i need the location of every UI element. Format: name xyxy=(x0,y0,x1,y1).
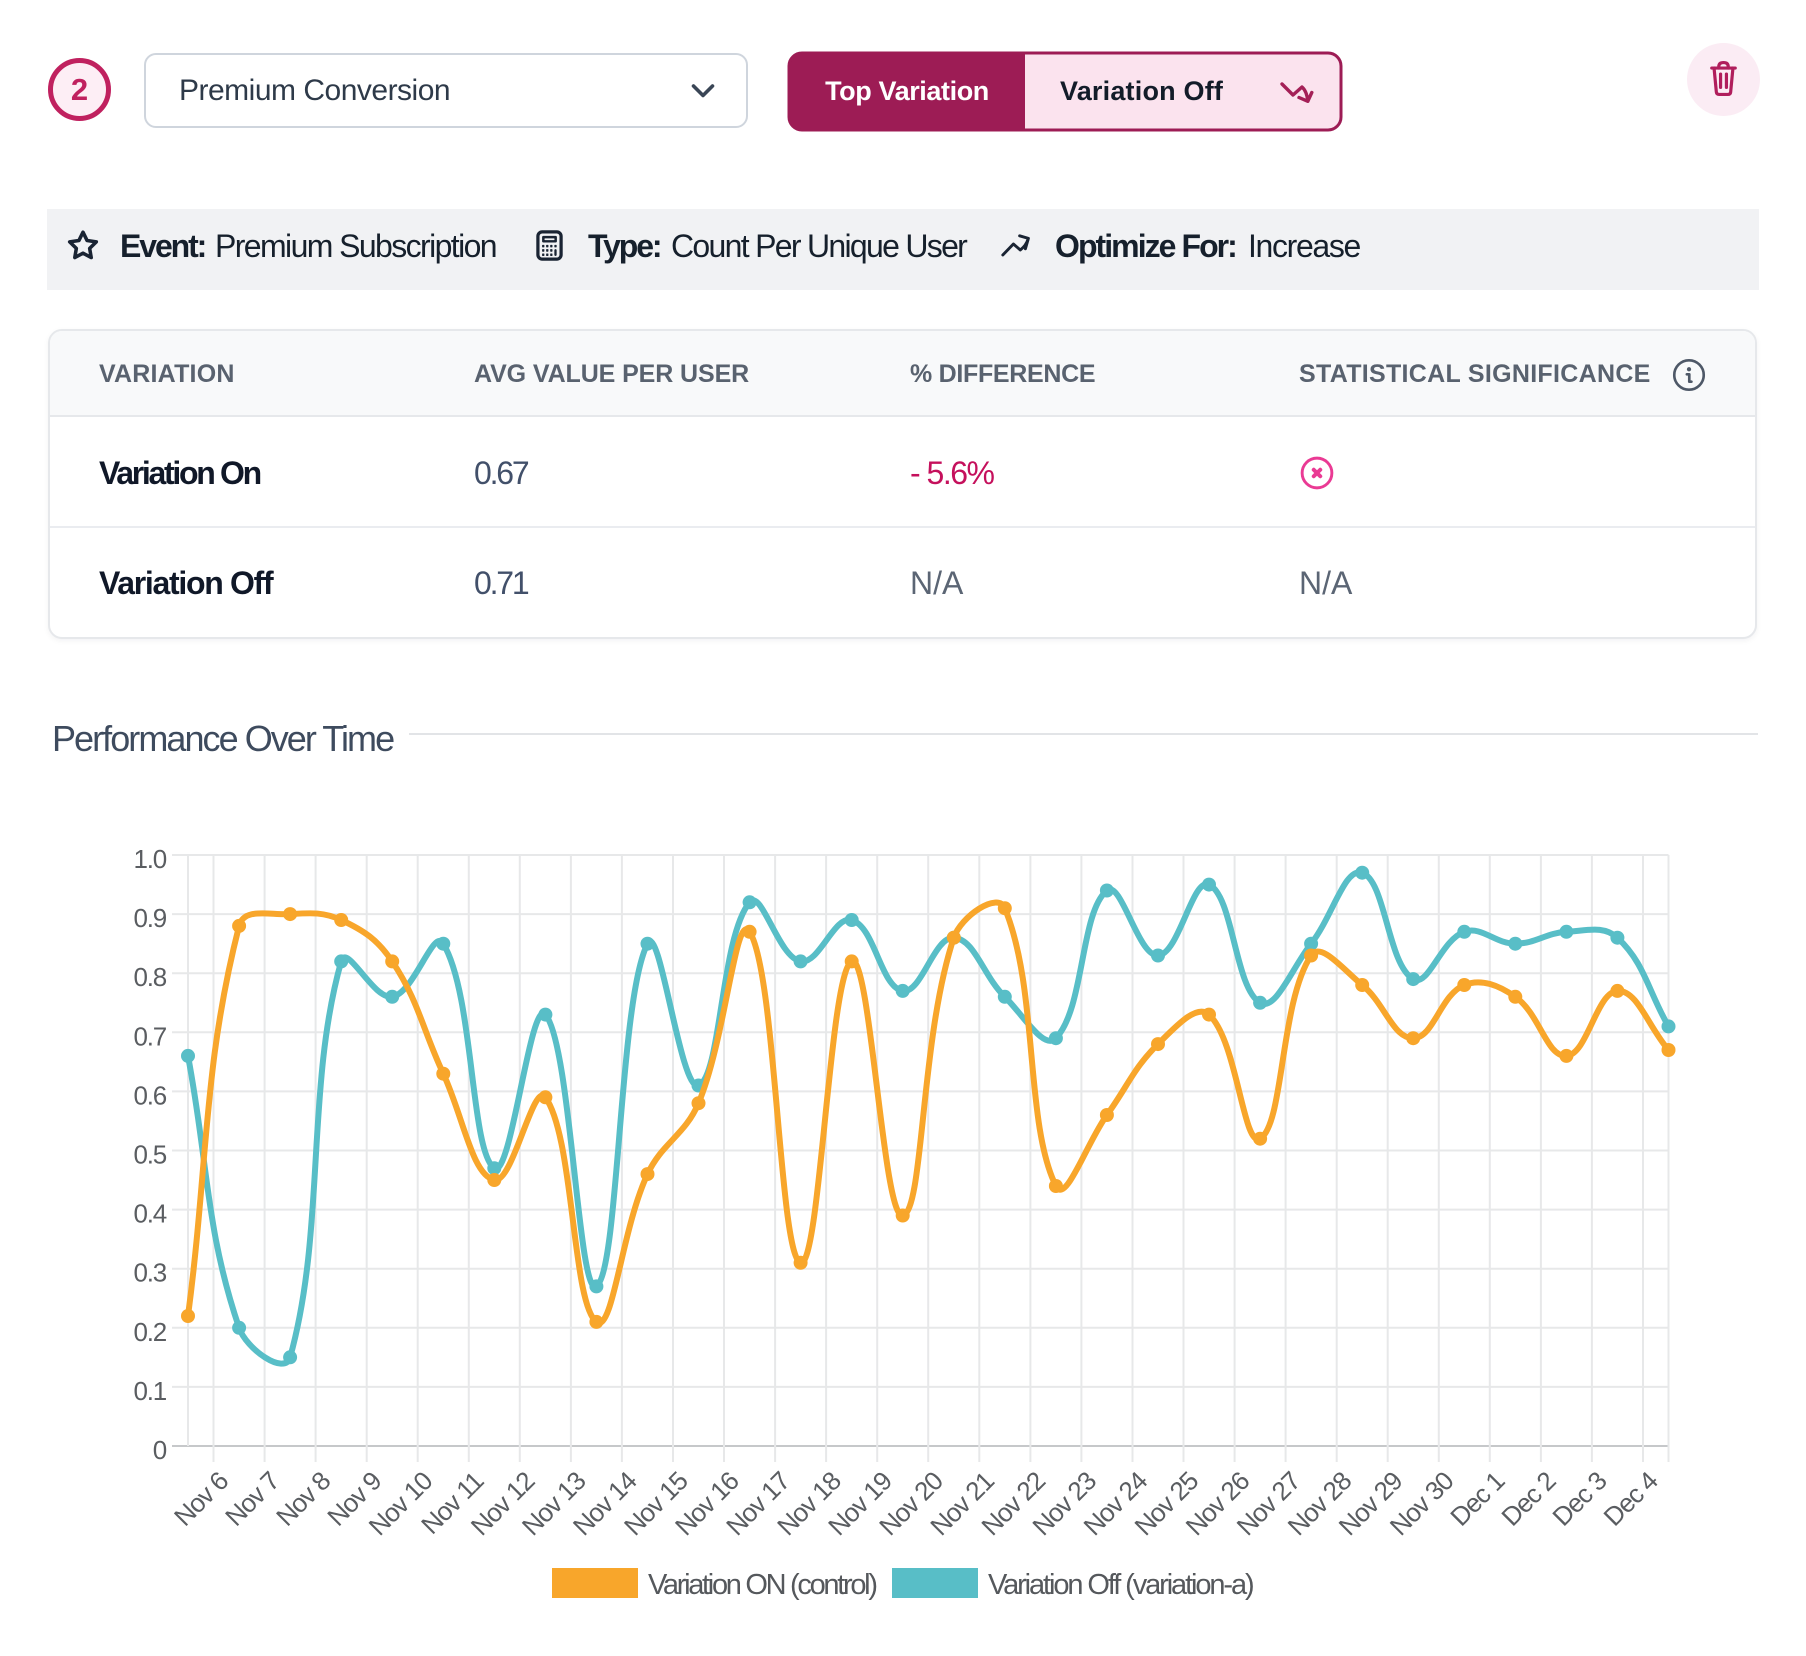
svg-text:0.9: 0.9 xyxy=(133,903,166,933)
svg-text:0.1: 0.1 xyxy=(133,1376,166,1406)
svg-text:Nov 7: Nov 7 xyxy=(219,1466,285,1532)
svg-text:0.4: 0.4 xyxy=(133,1199,166,1229)
svg-text:Nov 8: Nov 8 xyxy=(270,1466,336,1532)
svg-text:Dec 2: Dec 2 xyxy=(1495,1466,1561,1532)
svg-text:Dec 3: Dec 3 xyxy=(1546,1466,1612,1532)
svg-text:0.2: 0.2 xyxy=(133,1317,166,1347)
svg-text:Variation ON (control): Variation ON (control) xyxy=(648,1569,876,1601)
svg-text:0.3: 0.3 xyxy=(133,1258,166,1288)
svg-text:Variation Off (variation-a): Variation Off (variation-a) xyxy=(988,1569,1253,1601)
svg-text:0.5: 0.5 xyxy=(133,1140,166,1170)
svg-text:1.0: 1.0 xyxy=(133,844,166,874)
svg-text:Dec 1: Dec 1 xyxy=(1444,1466,1510,1532)
svg-text:0.7: 0.7 xyxy=(133,1021,166,1051)
svg-text:Nov 6: Nov 6 xyxy=(168,1466,234,1532)
svg-text:0: 0 xyxy=(153,1435,167,1465)
svg-text:0.6: 0.6 xyxy=(133,1080,166,1110)
svg-text:Dec 4: Dec 4 xyxy=(1598,1466,1664,1532)
svg-text:0.8: 0.8 xyxy=(133,962,166,992)
